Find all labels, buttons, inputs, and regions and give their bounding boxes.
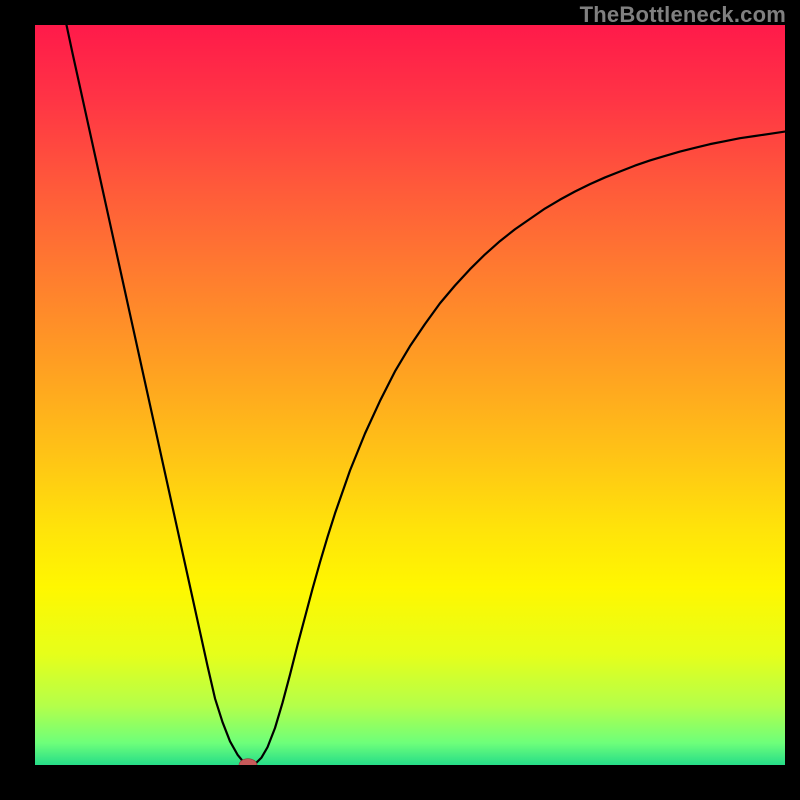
chart-frame: TheBottleneck.com [0, 0, 800, 800]
plot-area [35, 25, 785, 765]
curve-layer [35, 25, 785, 765]
bottleneck-curve [67, 25, 786, 765]
